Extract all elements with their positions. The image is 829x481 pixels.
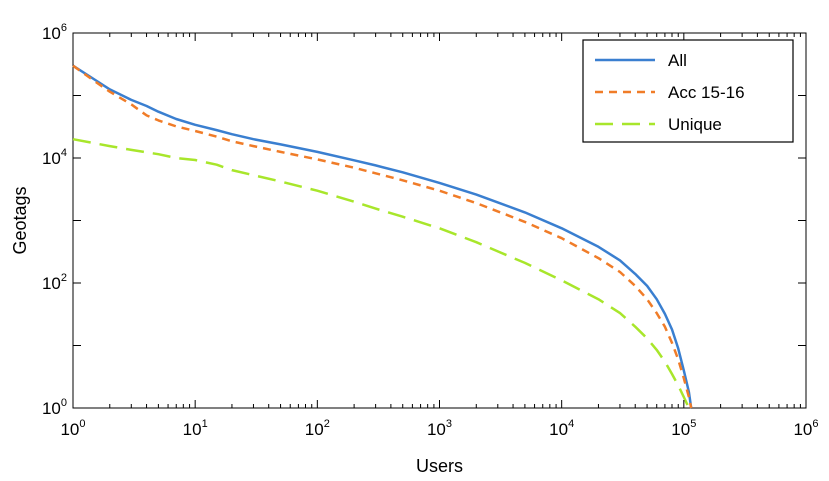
x-tick-label: 106 <box>793 418 818 439</box>
series-layer <box>72 64 693 409</box>
series-line-0 <box>72 64 693 409</box>
ticks-layer <box>72 33 807 409</box>
tick-labels: 100 101 102 103 104 105 106 100 102 104 106 <box>42 22 819 439</box>
x-tick-label: 101 <box>183 418 208 439</box>
x-tick-label: 103 <box>427 418 452 439</box>
x-tick-label: 104 <box>549 418 574 439</box>
x-axis-label: Users <box>416 456 463 476</box>
y-tick-label: 100 <box>42 397 67 418</box>
legend: All Acc 15-16 Unique <box>582 39 794 143</box>
y-tick-label: 106 <box>42 22 67 43</box>
legend-label-0: All <box>668 51 687 70</box>
y-tick-label: 104 <box>42 147 67 168</box>
x-tick-label: 105 <box>671 418 696 439</box>
y-tick-label: 102 <box>42 272 67 293</box>
x-tick-label: 100 <box>60 418 85 439</box>
legend-label-2: Unique <box>668 115 722 134</box>
series-line-2 <box>72 137 691 409</box>
series-line-1 <box>72 64 693 409</box>
x-tick-label: 102 <box>305 418 330 439</box>
legend-box <box>582 39 794 143</box>
legend-label-1: Acc 15-16 <box>668 83 745 102</box>
y-axis-label: Geotags <box>10 186 30 254</box>
